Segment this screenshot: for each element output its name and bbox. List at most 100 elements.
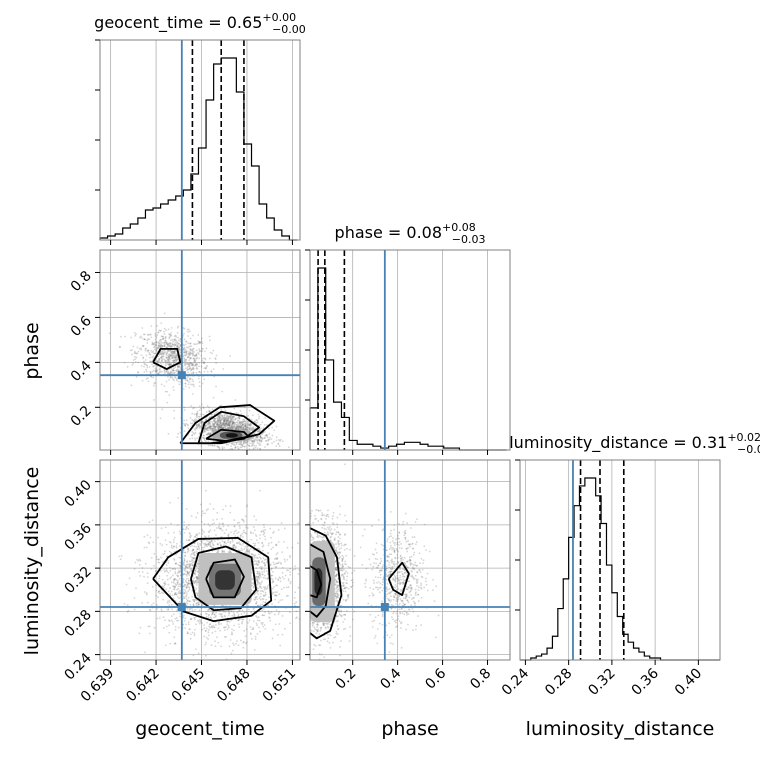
joint-geocent_time-luminosity_distance-sample — [273, 557, 276, 560]
joint-geocent_time-luminosity_distance-sample — [242, 542, 245, 545]
joint-geocent_time-luminosity_distance-sample — [241, 519, 244, 521]
joint-geocent_time-luminosity_distance-sample — [179, 585, 182, 588]
joint-geocent_time-luminosity_distance-sample — [178, 571, 181, 573]
joint-geocent_time-luminosity_distance-sample — [256, 571, 259, 574]
joint-geocent_time-luminosity_distance-sample — [183, 619, 186, 622]
joint-geocent_time-luminosity_distance-sample — [189, 565, 192, 567]
joint-geocent_time-phase-sample — [253, 439, 256, 442]
joint-geocent_time-phase-sample — [248, 428, 251, 431]
joint-geocent_time-phase-sample — [218, 417, 221, 419]
joint-geocent_time-luminosity_distance-sample — [155, 594, 157, 597]
joint-geocent_time-phase-sample — [220, 427, 223, 429]
joint-geocent_time-phase-sample — [160, 329, 162, 332]
joint-geocent_time-phase-sample — [225, 417, 228, 419]
joint-geocent_time-luminosity_distance-sample — [210, 540, 213, 542]
joint-geocent_time-luminosity_distance-sample — [277, 613, 280, 616]
joint-geocent_time-phase-sample — [206, 405, 209, 407]
joint-geocent_time-phase-sample — [202, 431, 205, 434]
joint-geocent_time-luminosity_distance-sample — [204, 629, 207, 632]
luminosity_distance-histogram — [520, 477, 720, 661]
geocent_time-title: geocent_time = 0.65+0.00 −0.00 — [94, 11, 306, 36]
joint-geocent_time-phase-sample — [219, 422, 222, 425]
joint-geocent_time-luminosity_distance-sample — [237, 613, 240, 616]
joint-geocent_time-luminosity_distance-sample — [231, 631, 233, 634]
joint-geocent_time-phase-sample — [241, 423, 244, 426]
joint-geocent_time-luminosity_distance-sample — [223, 544, 225, 547]
joint-geocent_time-luminosity_distance-sample — [185, 623, 187, 626]
joint-geocent_time-phase-sample — [208, 409, 210, 412]
joint-geocent_time-luminosity_distance-sample — [281, 566, 284, 569]
joint-geocent_time-luminosity_distance-sample — [248, 550, 251, 553]
joint-geocent_time-luminosity_distance-sample — [158, 561, 161, 564]
joint-geocent_time-phase-sample — [189, 353, 192, 356]
joint-geocent_time-luminosity_distance-sample — [182, 592, 185, 595]
joint-geocent_time-phase-sample — [177, 369, 180, 372]
joint-geocent_time-luminosity_distance-sample — [274, 598, 277, 601]
joint-geocent_time-phase-sample — [189, 342, 192, 345]
joint-geocent_time-phase-sample — [169, 342, 171, 344]
joint-geocent_time-luminosity_distance-sample — [167, 562, 170, 564]
joint-geocent_time-luminosity_distance-sample — [174, 582, 177, 585]
joint-geocent_time-luminosity_distance-sample — [201, 541, 203, 544]
joint-geocent_time-luminosity_distance-sample — [252, 608, 255, 611]
joint-geocent_time-luminosity_distance-sample — [225, 635, 228, 638]
joint-geocent_time-phase-sample — [184, 340, 187, 343]
joint-geocent_time-phase-sample — [198, 432, 201, 434]
joint-geocent_time-phase-sample — [154, 334, 157, 337]
joint-geocent_time-phase-sample — [220, 418, 223, 421]
joint-geocent_time-phase-sample — [207, 424, 209, 427]
joint-geocent_time-luminosity_distance-sample — [261, 530, 263, 533]
joint-geocent_time-luminosity_distance-sample — [229, 540, 232, 543]
joint-geocent_time-luminosity_distance-sample — [174, 642, 177, 645]
joint-geocent_time-luminosity_distance-sample — [152, 541, 155, 544]
joint-geocent_time-phase-sample — [216, 422, 219, 425]
joint-geocent_time-luminosity_distance-sample — [185, 601, 188, 603]
joint-geocent_time-phase-sample — [160, 356, 162, 359]
joint-geocent_time-phase-sample — [230, 441, 233, 444]
joint-geocent_time-phase-sample — [194, 437, 196, 440]
joint-geocent_time-luminosity_distance-sample — [217, 641, 220, 644]
joint-geocent_time-luminosity_distance-sample — [182, 616, 185, 619]
joint-geocent_time-luminosity_distance-sample — [173, 578, 176, 581]
joint-geocent_time-phase-sample — [214, 357, 217, 360]
joint-geocent_time-phase-sample — [170, 334, 173, 337]
joint-geocent_time-luminosity_distance-sample — [258, 619, 261, 622]
joint-geocent_time-phase-sample — [187, 330, 189, 333]
joint-geocent_time-phase-sample — [259, 435, 262, 437]
joint-geocent_time-phase-sample — [162, 353, 165, 356]
joint-geocent_time-phase-sample — [213, 429, 215, 432]
joint-geocent_time-phase-sample — [217, 426, 220, 428]
joint-geocent_time-phase-sample — [152, 376, 155, 379]
joint-geocent_time-phase-sample — [213, 428, 215, 431]
joint-geocent_time-luminosity_distance-sample — [172, 578, 175, 581]
joint-geocent_time-luminosity_distance-sample — [189, 603, 192, 606]
joint-geocent_time-luminosity_distance-sample — [194, 535, 196, 538]
joint-geocent_time-phase-sample — [232, 441, 234, 444]
joint-geocent_time-phase-sample — [221, 427, 224, 430]
joint-geocent_time-luminosity_distance-sample — [196, 548, 199, 550]
joint-geocent_time-luminosity_distance-sample — [260, 581, 263, 584]
joint-geocent_time-luminosity_distance-sample — [135, 587, 137, 590]
joint-geocent_time-phase-sample — [163, 344, 166, 347]
joint-geocent_time-phase-sample — [251, 427, 254, 430]
joint-geocent_time-luminosity_distance-sample — [214, 615, 217, 618]
joint-geocent_time-phase-sample — [151, 370, 154, 373]
joint-geocent_time-phase-sample — [188, 366, 191, 369]
joint-geocent_time-phase-sample — [149, 371, 152, 373]
joint-geocent_time-luminosity_distance-sample — [231, 628, 233, 631]
joint-geocent_time-phase-sample — [228, 422, 231, 425]
joint-geocent_time-luminosity_distance-sample — [261, 560, 264, 563]
joint-geocent_time-phase-sample — [168, 355, 171, 358]
joint-geocent_time-phase-sample — [191, 363, 194, 366]
joint-geocent_time-phase-sample — [188, 368, 191, 370]
joint-geocent_time-phase-sample — [153, 365, 155, 367]
joint-geocent_time-luminosity_distance-sample — [271, 603, 273, 606]
joint-geocent_time-phase-sample — [167, 343, 170, 346]
joint-geocent_time-phase-sample — [172, 369, 175, 372]
joint-geocent_time-luminosity_distance-sample — [255, 562, 258, 565]
joint-geocent_time-luminosity_distance-sample — [165, 543, 168, 546]
joint-geocent_time-phase-sample — [187, 424, 189, 427]
joint-geocent_time-phase-sample — [233, 443, 236, 446]
joint-geocent_time-luminosity_distance-sample — [253, 610, 256, 613]
